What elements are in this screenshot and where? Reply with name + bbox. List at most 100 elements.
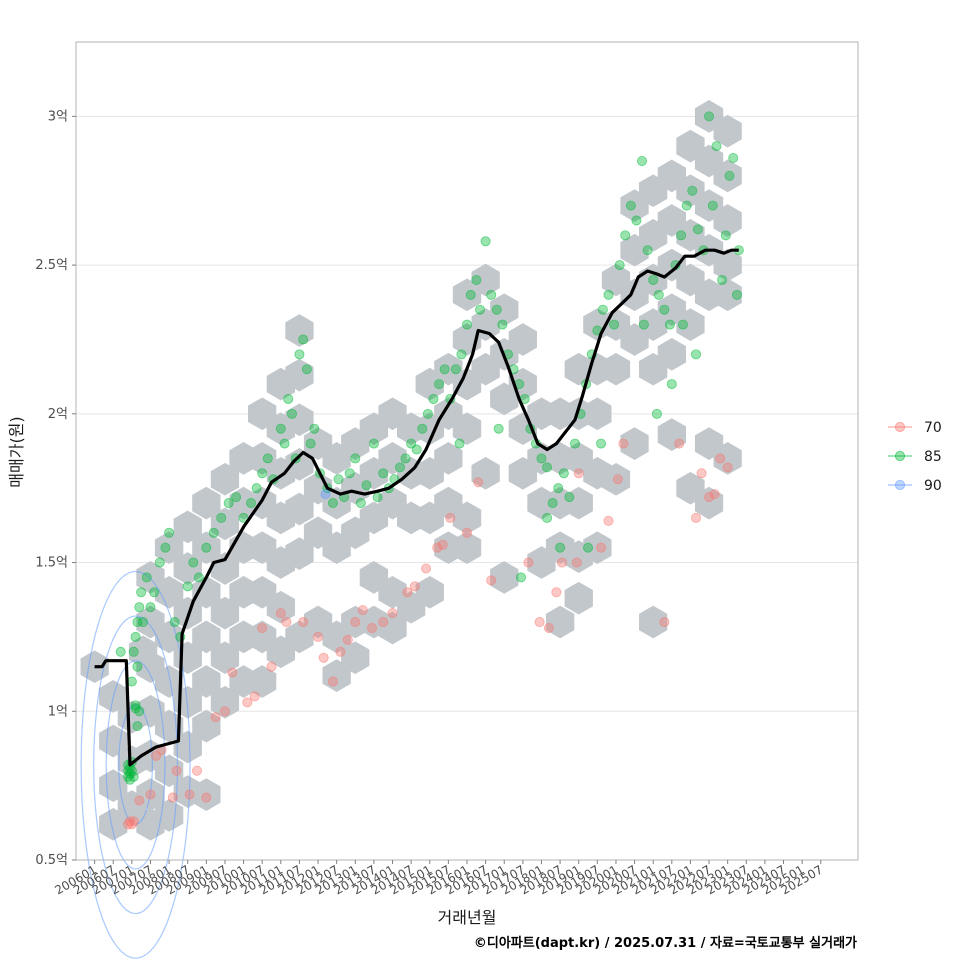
point-85 bbox=[134, 602, 145, 613]
point-85 bbox=[223, 498, 234, 509]
point-70 bbox=[192, 765, 203, 776]
point-85 bbox=[555, 542, 566, 553]
point-85 bbox=[333, 474, 344, 485]
hex-bin bbox=[154, 665, 184, 698]
point-85 bbox=[411, 444, 422, 455]
point-70 bbox=[432, 542, 443, 553]
y-tick-label: 2억 bbox=[48, 407, 68, 422]
point-85 bbox=[711, 141, 722, 152]
point-70 bbox=[134, 795, 145, 806]
point-85 bbox=[262, 453, 273, 464]
point-70 bbox=[378, 617, 389, 628]
point-85 bbox=[132, 661, 143, 672]
hex-bin bbox=[713, 159, 742, 193]
point-70 bbox=[696, 468, 707, 479]
point-85 bbox=[569, 438, 580, 449]
hex-bin bbox=[415, 575, 444, 609]
hex-bin bbox=[676, 308, 705, 341]
point-70 bbox=[473, 477, 484, 488]
point-85 bbox=[486, 289, 497, 300]
point-85 bbox=[251, 483, 262, 494]
point-70 bbox=[387, 608, 398, 619]
hex-bin bbox=[490, 293, 519, 327]
point-85 bbox=[704, 111, 715, 122]
density-contour bbox=[93, 615, 179, 915]
point-85 bbox=[128, 771, 139, 782]
point-70 bbox=[201, 792, 212, 803]
point-70 bbox=[171, 765, 182, 776]
point-85 bbox=[583, 542, 594, 553]
point-85 bbox=[461, 319, 472, 330]
hex-bin bbox=[248, 665, 277, 698]
density-contour bbox=[80, 570, 191, 959]
point-85 bbox=[286, 408, 297, 419]
point-85 bbox=[298, 334, 309, 345]
point-70 bbox=[313, 631, 324, 642]
hex-bin bbox=[154, 754, 184, 788]
point-70 bbox=[227, 667, 238, 678]
y-axis: 0.5억 1억 1.5억 2억 2.5억 3억 bbox=[35, 109, 76, 868]
point-70 bbox=[184, 789, 195, 800]
hex-bin bbox=[285, 403, 314, 437]
hex-bin bbox=[192, 620, 221, 654]
hex-bin bbox=[713, 204, 742, 237]
point-70 bbox=[437, 539, 448, 550]
point-85 bbox=[361, 480, 372, 491]
point-70 bbox=[266, 661, 277, 672]
point-70 bbox=[709, 489, 720, 500]
point-70 bbox=[335, 646, 346, 657]
y-axis-title: 매매가(원) bbox=[7, 416, 26, 487]
point-85 bbox=[515, 572, 526, 583]
point-85 bbox=[115, 646, 126, 657]
hex-bin bbox=[192, 575, 221, 609]
hex-bin bbox=[285, 314, 314, 347]
point-85 bbox=[130, 631, 141, 642]
point-85 bbox=[138, 617, 149, 628]
point-85 bbox=[648, 274, 659, 285]
point-85 bbox=[294, 349, 305, 360]
point-70 bbox=[486, 575, 497, 586]
density-contours bbox=[80, 570, 191, 959]
point-85 bbox=[681, 200, 692, 211]
point-85 bbox=[132, 617, 143, 628]
point-70 bbox=[534, 617, 545, 628]
point-85 bbox=[305, 438, 316, 449]
point-85 bbox=[637, 155, 648, 166]
point-85 bbox=[728, 153, 739, 164]
legend-key-70 bbox=[894, 421, 906, 433]
point-85 bbox=[434, 379, 445, 390]
hex-bin bbox=[285, 358, 314, 392]
point-70 bbox=[461, 527, 472, 538]
point-85 bbox=[428, 393, 439, 404]
y-tick-label: 0.5억 bbox=[35, 853, 68, 868]
hex-bin bbox=[601, 352, 631, 386]
point-85 bbox=[677, 319, 688, 330]
hex-bin bbox=[266, 590, 296, 624]
point-85 bbox=[136, 587, 147, 598]
point-70 bbox=[281, 617, 292, 628]
hex-bin bbox=[713, 278, 742, 312]
point-85 bbox=[350, 453, 361, 464]
point-70 bbox=[704, 492, 715, 503]
point-70 bbox=[350, 617, 361, 628]
point-85 bbox=[465, 289, 476, 300]
hex-bins bbox=[80, 100, 742, 841]
point-85 bbox=[355, 498, 366, 509]
hex-bin bbox=[471, 456, 500, 490]
point-85 bbox=[193, 572, 204, 583]
hex-bin bbox=[452, 412, 482, 446]
point-85 bbox=[327, 498, 338, 509]
hex-bin bbox=[192, 531, 221, 565]
point-85 bbox=[169, 617, 180, 628]
point-85 bbox=[130, 700, 141, 711]
hex-bin bbox=[657, 337, 687, 371]
hex-bin bbox=[471, 263, 500, 297]
point-85 bbox=[731, 289, 742, 300]
point-85 bbox=[279, 438, 290, 449]
point-85 bbox=[275, 423, 286, 434]
hex-bin bbox=[341, 641, 370, 675]
point-70 bbox=[571, 557, 582, 568]
point-70 bbox=[596, 542, 607, 553]
point-70 bbox=[275, 608, 286, 619]
point-85 bbox=[301, 364, 312, 375]
